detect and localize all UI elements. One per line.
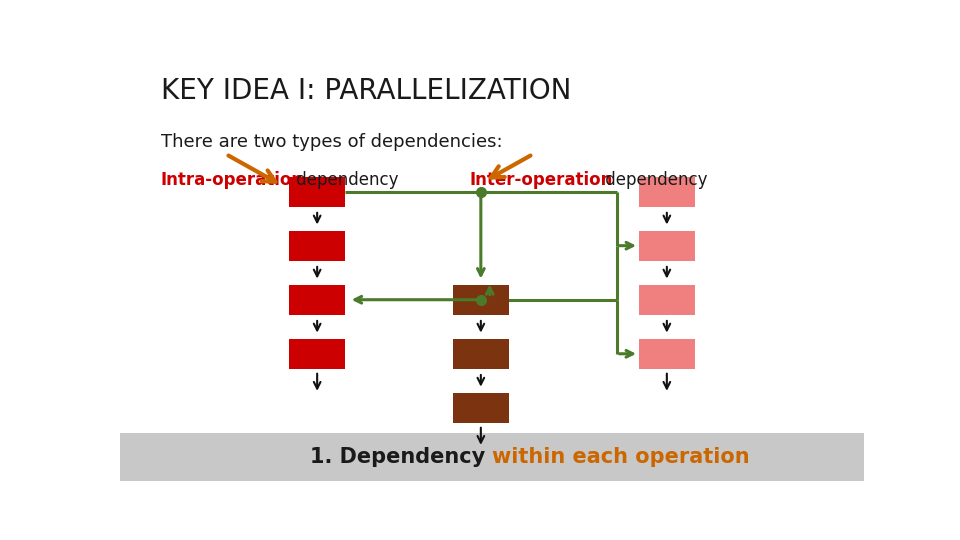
Bar — [639, 231, 695, 261]
Text: 1. Dependency: 1. Dependency — [309, 447, 492, 467]
Bar — [453, 339, 509, 369]
Bar — [120, 433, 864, 481]
Bar — [639, 285, 695, 315]
Bar — [453, 285, 509, 315]
Bar — [639, 339, 695, 369]
Bar — [289, 177, 345, 207]
Text: KEY IDEA I: PARALLELIZATION: KEY IDEA I: PARALLELIZATION — [161, 77, 571, 105]
Text: Intra-operation: Intra-operation — [161, 171, 304, 189]
Bar — [289, 231, 345, 261]
Bar — [639, 177, 695, 207]
Bar — [289, 339, 345, 369]
Bar — [453, 393, 509, 423]
Text: Inter-operation: Inter-operation — [469, 171, 613, 189]
Text: There are two types of dependencies:: There are two types of dependencies: — [161, 133, 502, 151]
Text: dependency: dependency — [600, 171, 708, 189]
Bar — [289, 285, 345, 315]
Text: within each operation: within each operation — [492, 447, 750, 467]
Text: dependency: dependency — [291, 171, 398, 189]
